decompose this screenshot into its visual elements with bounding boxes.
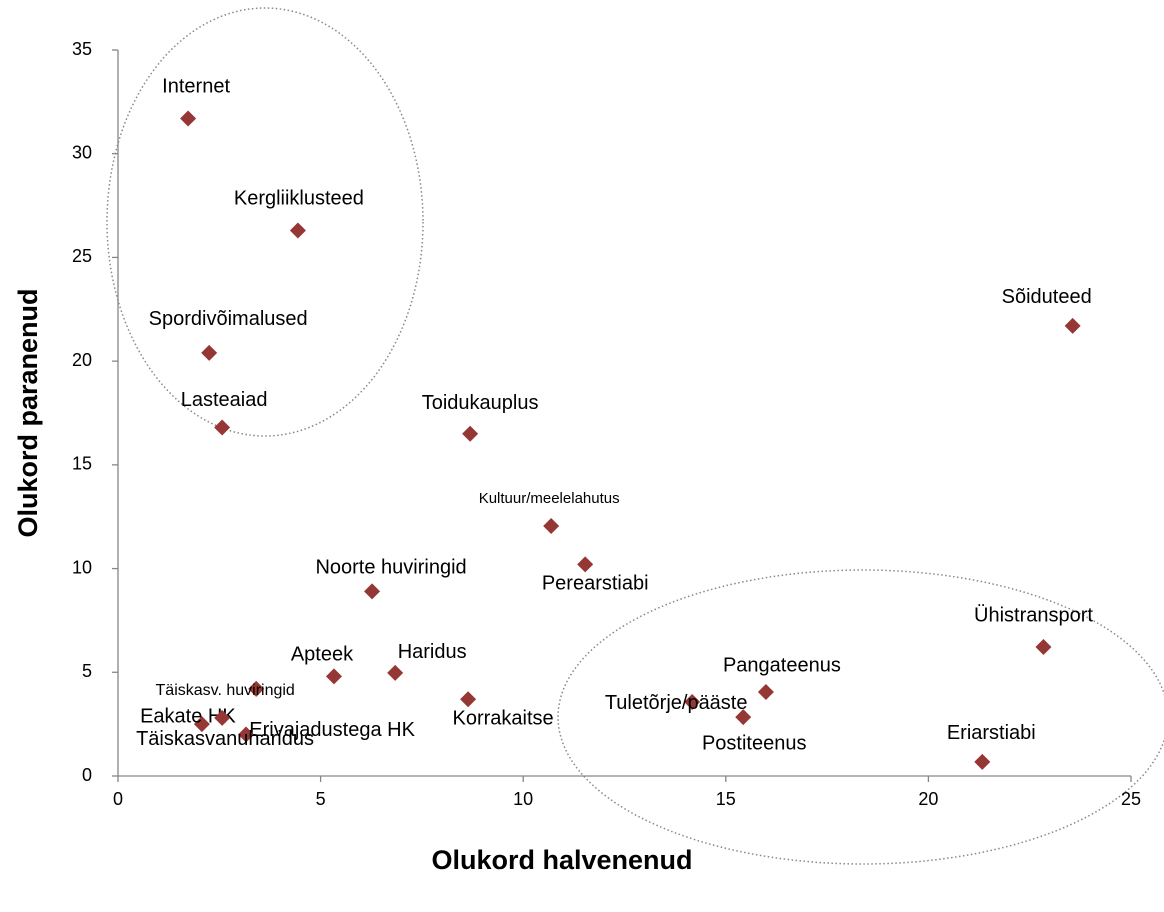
x-tick-label: 10 xyxy=(513,789,533,809)
x-tick-label: 15 xyxy=(716,789,736,809)
point xyxy=(543,518,560,535)
point-label: Kultuur/meelelahutus xyxy=(479,490,620,507)
x-tick-label: 25 xyxy=(1121,789,1141,809)
point-label: Kergliiklusteed xyxy=(234,188,364,210)
point xyxy=(387,664,404,681)
point xyxy=(364,583,381,600)
y-tick-label: 15 xyxy=(72,454,92,474)
point xyxy=(193,716,210,733)
point xyxy=(735,709,752,726)
point xyxy=(462,425,479,442)
point xyxy=(238,726,255,743)
point-label: Pangateenus xyxy=(723,654,841,676)
point xyxy=(248,680,265,697)
point-label: Perearstiabi xyxy=(542,573,649,595)
point-label: Täiskasv. huviringid xyxy=(156,682,295,699)
point-label: Spordivõimalused xyxy=(149,308,308,330)
point-label: Lasteaiad xyxy=(181,389,268,411)
point-label: Haridus xyxy=(398,641,467,663)
point-label: Korrakaitse xyxy=(453,708,554,730)
point xyxy=(974,753,991,770)
point-label: Postiteenus xyxy=(702,732,807,754)
x-tick-label: 0 xyxy=(113,789,123,809)
point-label: Noorte huviringid xyxy=(315,557,466,579)
y-tick-label: 35 xyxy=(72,39,92,59)
point xyxy=(214,419,231,436)
point-label: Toidukauplus xyxy=(422,392,539,414)
point-label: Sõiduteed xyxy=(1002,286,1092,308)
y-tick-label: 30 xyxy=(72,142,92,162)
point xyxy=(289,222,306,239)
point-label: Apteek xyxy=(291,644,354,666)
point-label: Eakate HK xyxy=(140,705,236,727)
y-tick-label: 5 xyxy=(82,661,92,681)
point xyxy=(684,693,701,710)
point xyxy=(1064,317,1081,334)
point xyxy=(757,683,774,700)
point xyxy=(180,110,197,127)
y-tick-label: 0 xyxy=(82,765,92,785)
point xyxy=(460,691,477,708)
point-label: Internet xyxy=(162,76,230,98)
point-label: Tuletõrje/pääste xyxy=(605,692,748,714)
point xyxy=(325,668,342,685)
point-label: Ühistransport xyxy=(974,604,1093,626)
y-tick-label: 10 xyxy=(72,557,92,577)
point-label: Eriarstiabi xyxy=(947,722,1036,744)
point-label: Erivajadustega HK xyxy=(249,719,415,741)
x-tick-label: 5 xyxy=(316,789,326,809)
x-axis-label: Olukord halvenenud xyxy=(431,845,692,875)
x-tick-label: 20 xyxy=(918,789,938,809)
y-tick-label: 20 xyxy=(72,350,92,370)
point xyxy=(1035,638,1052,655)
point xyxy=(201,344,218,361)
point xyxy=(577,556,594,573)
point-label: Täiskasvanuharidus xyxy=(136,728,314,750)
group-ellipse xyxy=(106,7,424,437)
y-axis-label: Olukord paranenud xyxy=(13,288,43,537)
y-tick-label: 25 xyxy=(72,246,92,266)
point xyxy=(214,709,231,726)
group-ellipse xyxy=(557,569,1164,865)
